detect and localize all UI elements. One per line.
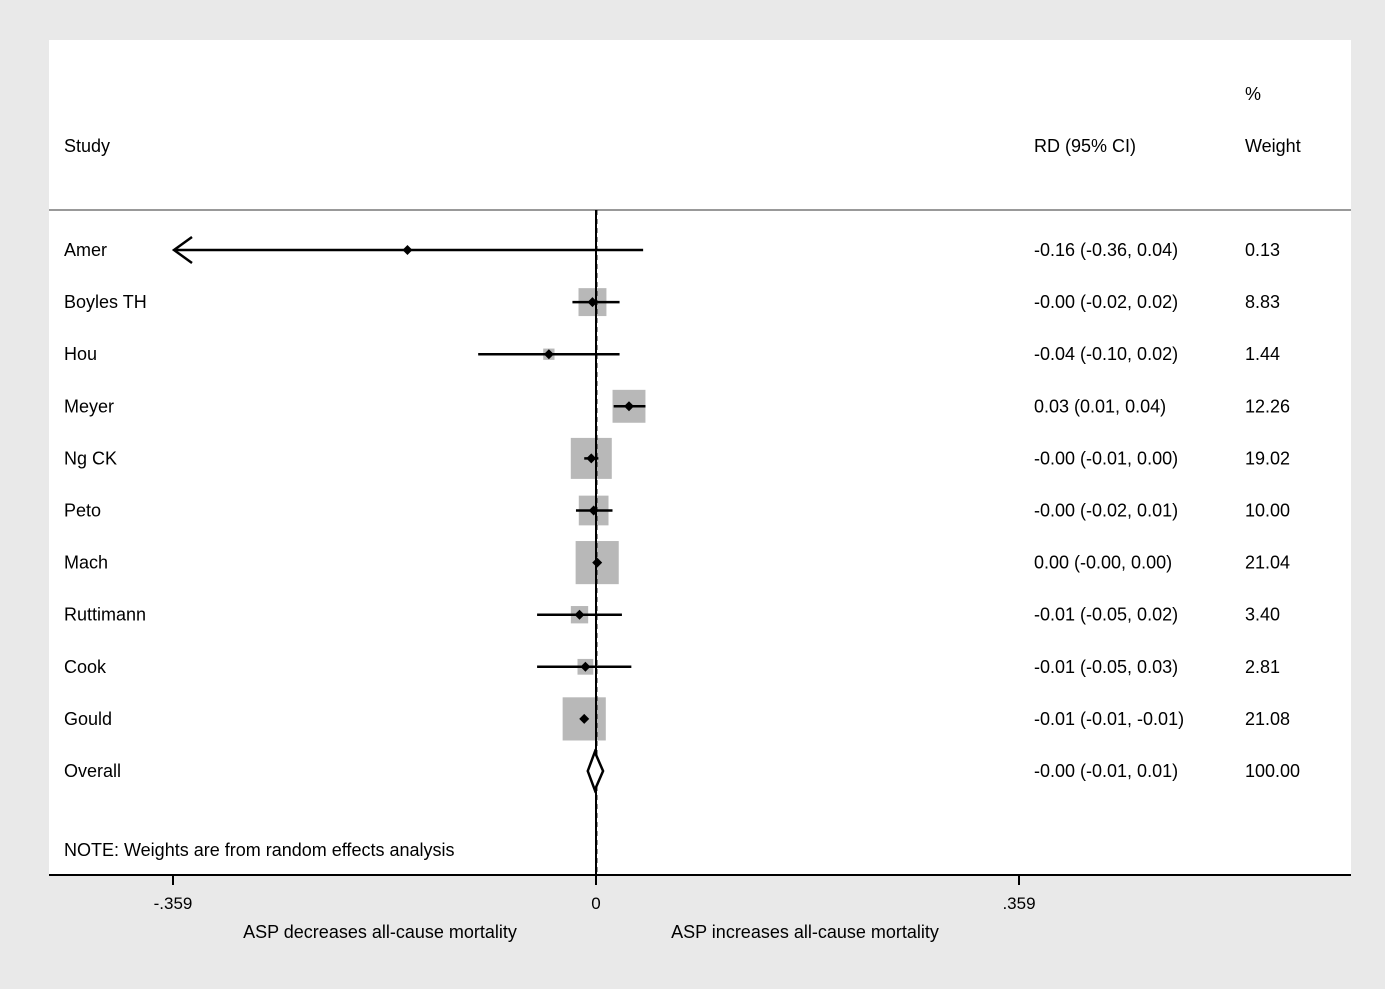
effect-ci-label: -0.04 (-0.10, 0.02) [1034, 344, 1178, 364]
weight-label: 0.13 [1245, 240, 1280, 260]
header-effect: RD (95% CI) [1034, 136, 1136, 156]
header-weight: Weight [1245, 136, 1301, 156]
x-label-right: ASP increases all-cause mortality [671, 922, 939, 942]
weight-label: 1.44 [1245, 344, 1280, 364]
weight-label: 21.04 [1245, 553, 1290, 573]
point-estimate [579, 713, 590, 724]
point-estimate [586, 453, 597, 464]
note-text: NOTE: Weights are from random effects an… [64, 840, 454, 860]
weight-label: 19.02 [1245, 448, 1290, 468]
weight-label: 12.26 [1245, 396, 1290, 416]
overall-ci-label: -0.00 (-0.01, 0.01) [1034, 761, 1178, 781]
study-label: Cook [64, 657, 107, 677]
study-label: Meyer [64, 396, 114, 416]
point-estimate [580, 661, 591, 672]
effect-ci-label: 0.00 (-0.00, 0.00) [1034, 553, 1172, 573]
effect-ci-label: -0.00 (-0.02, 0.01) [1034, 501, 1178, 521]
plot-background [49, 40, 1351, 875]
point-estimate [623, 401, 634, 412]
header-weight-percent: % [1245, 84, 1261, 104]
ci-arrow [171, 235, 193, 265]
effect-ci-label: -0.01 (-0.05, 0.02) [1034, 605, 1178, 625]
point-estimate [588, 505, 599, 516]
x-label-left: ASP decreases all-cause mortality [243, 922, 517, 942]
overall-weight-label: 100.00 [1245, 761, 1300, 781]
study-label: Hou [64, 344, 97, 364]
study-label: Amer [64, 240, 107, 260]
effect-ci-label: -0.00 (-0.01, 0.00) [1034, 448, 1178, 468]
study-label: Gould [64, 709, 112, 729]
x-tick-label: 0 [591, 894, 600, 913]
point-estimate [587, 297, 598, 308]
study-label: Ruttimann [64, 605, 146, 625]
study-label: Ng CK [64, 448, 117, 468]
point-estimate [574, 609, 585, 620]
header-study: Study [64, 136, 110, 156]
weight-label: 8.83 [1245, 292, 1280, 312]
point-estimate [402, 245, 413, 255]
point-estimate [592, 557, 603, 568]
effect-ci-label: -0.01 (-0.05, 0.03) [1034, 657, 1178, 677]
effect-ci-label: -0.16 (-0.36, 0.04) [1034, 240, 1178, 260]
effect-ci-label: -0.00 (-0.02, 0.02) [1034, 292, 1178, 312]
effect-ci-label: 0.03 (0.01, 0.04) [1034, 396, 1166, 416]
effect-ci-label: -0.01 (-0.01, -0.01) [1034, 709, 1184, 729]
weight-label: 21.08 [1245, 709, 1290, 729]
weight-label: 2.81 [1245, 657, 1280, 677]
weight-label: 10.00 [1245, 501, 1290, 521]
study-label: Mach [64, 553, 108, 573]
weight-label: 3.40 [1245, 605, 1280, 625]
study-label: Boyles TH [64, 292, 147, 312]
x-tick-label: .359 [1002, 894, 1035, 913]
x-tick-label: -.359 [154, 894, 193, 913]
overall-label: Overall [64, 761, 121, 781]
overall-diamond [586, 748, 605, 794]
study-label: Peto [64, 501, 101, 521]
point-estimate [543, 349, 554, 360]
